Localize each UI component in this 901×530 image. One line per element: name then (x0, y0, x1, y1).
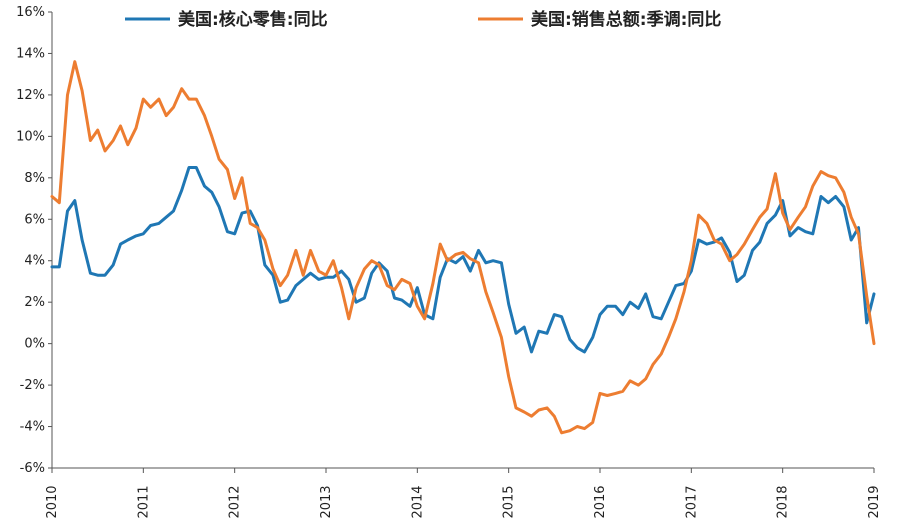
x-tick-label: 2011 (136, 485, 151, 518)
x-tick-label: 2017 (684, 485, 699, 518)
y-tick-label: 4% (24, 254, 45, 269)
x-tick-label: 2012 (228, 485, 243, 518)
x-tick-label: 2018 (776, 485, 791, 518)
x-tick-label: 2014 (410, 485, 425, 518)
y-tick-label: -4% (20, 420, 45, 435)
x-tick-label: 2013 (319, 485, 334, 518)
y-tick-label: 8% (24, 171, 45, 186)
plot-area (50, 60, 876, 435)
legend-label-total-sales: 美国:销售总额:季调:同比 (531, 9, 721, 30)
y-tick-label: 12% (16, 88, 45, 103)
x-tick-label: 2010 (45, 485, 60, 518)
y-tick-label: -2% (20, 378, 45, 393)
series-line-core-retail (50, 166, 876, 354)
x-tick-label: 2016 (593, 485, 608, 518)
series-line-total-sales (50, 60, 876, 435)
y-tick-label: 16% (16, 5, 45, 20)
y-tick-label: 6% (24, 212, 45, 227)
x-axis: 2010 2011 2012 2013 2014 2015 2016 2017 2018 2019 (45, 467, 882, 519)
y-tick-label: 14% (16, 46, 45, 61)
legend: 美国:核心零售:同比 美国:销售总额:季调:同比 (125, 9, 721, 30)
x-tick-label: 2015 (502, 485, 517, 518)
y-tick-label: -6% (20, 461, 45, 476)
y-tick-label: 10% (16, 129, 45, 144)
y-axis: -6% -4% -2% 0% 2% 4% 6% 8% 10% 12% 14% 16% (16, 5, 53, 476)
legend-label-core-retail: 美国:核心零售:同比 (178, 9, 328, 30)
x-tick-label: 2019 (867, 485, 882, 518)
y-tick-label: 0% (24, 337, 45, 352)
y-tick-label: 2% (24, 295, 45, 310)
